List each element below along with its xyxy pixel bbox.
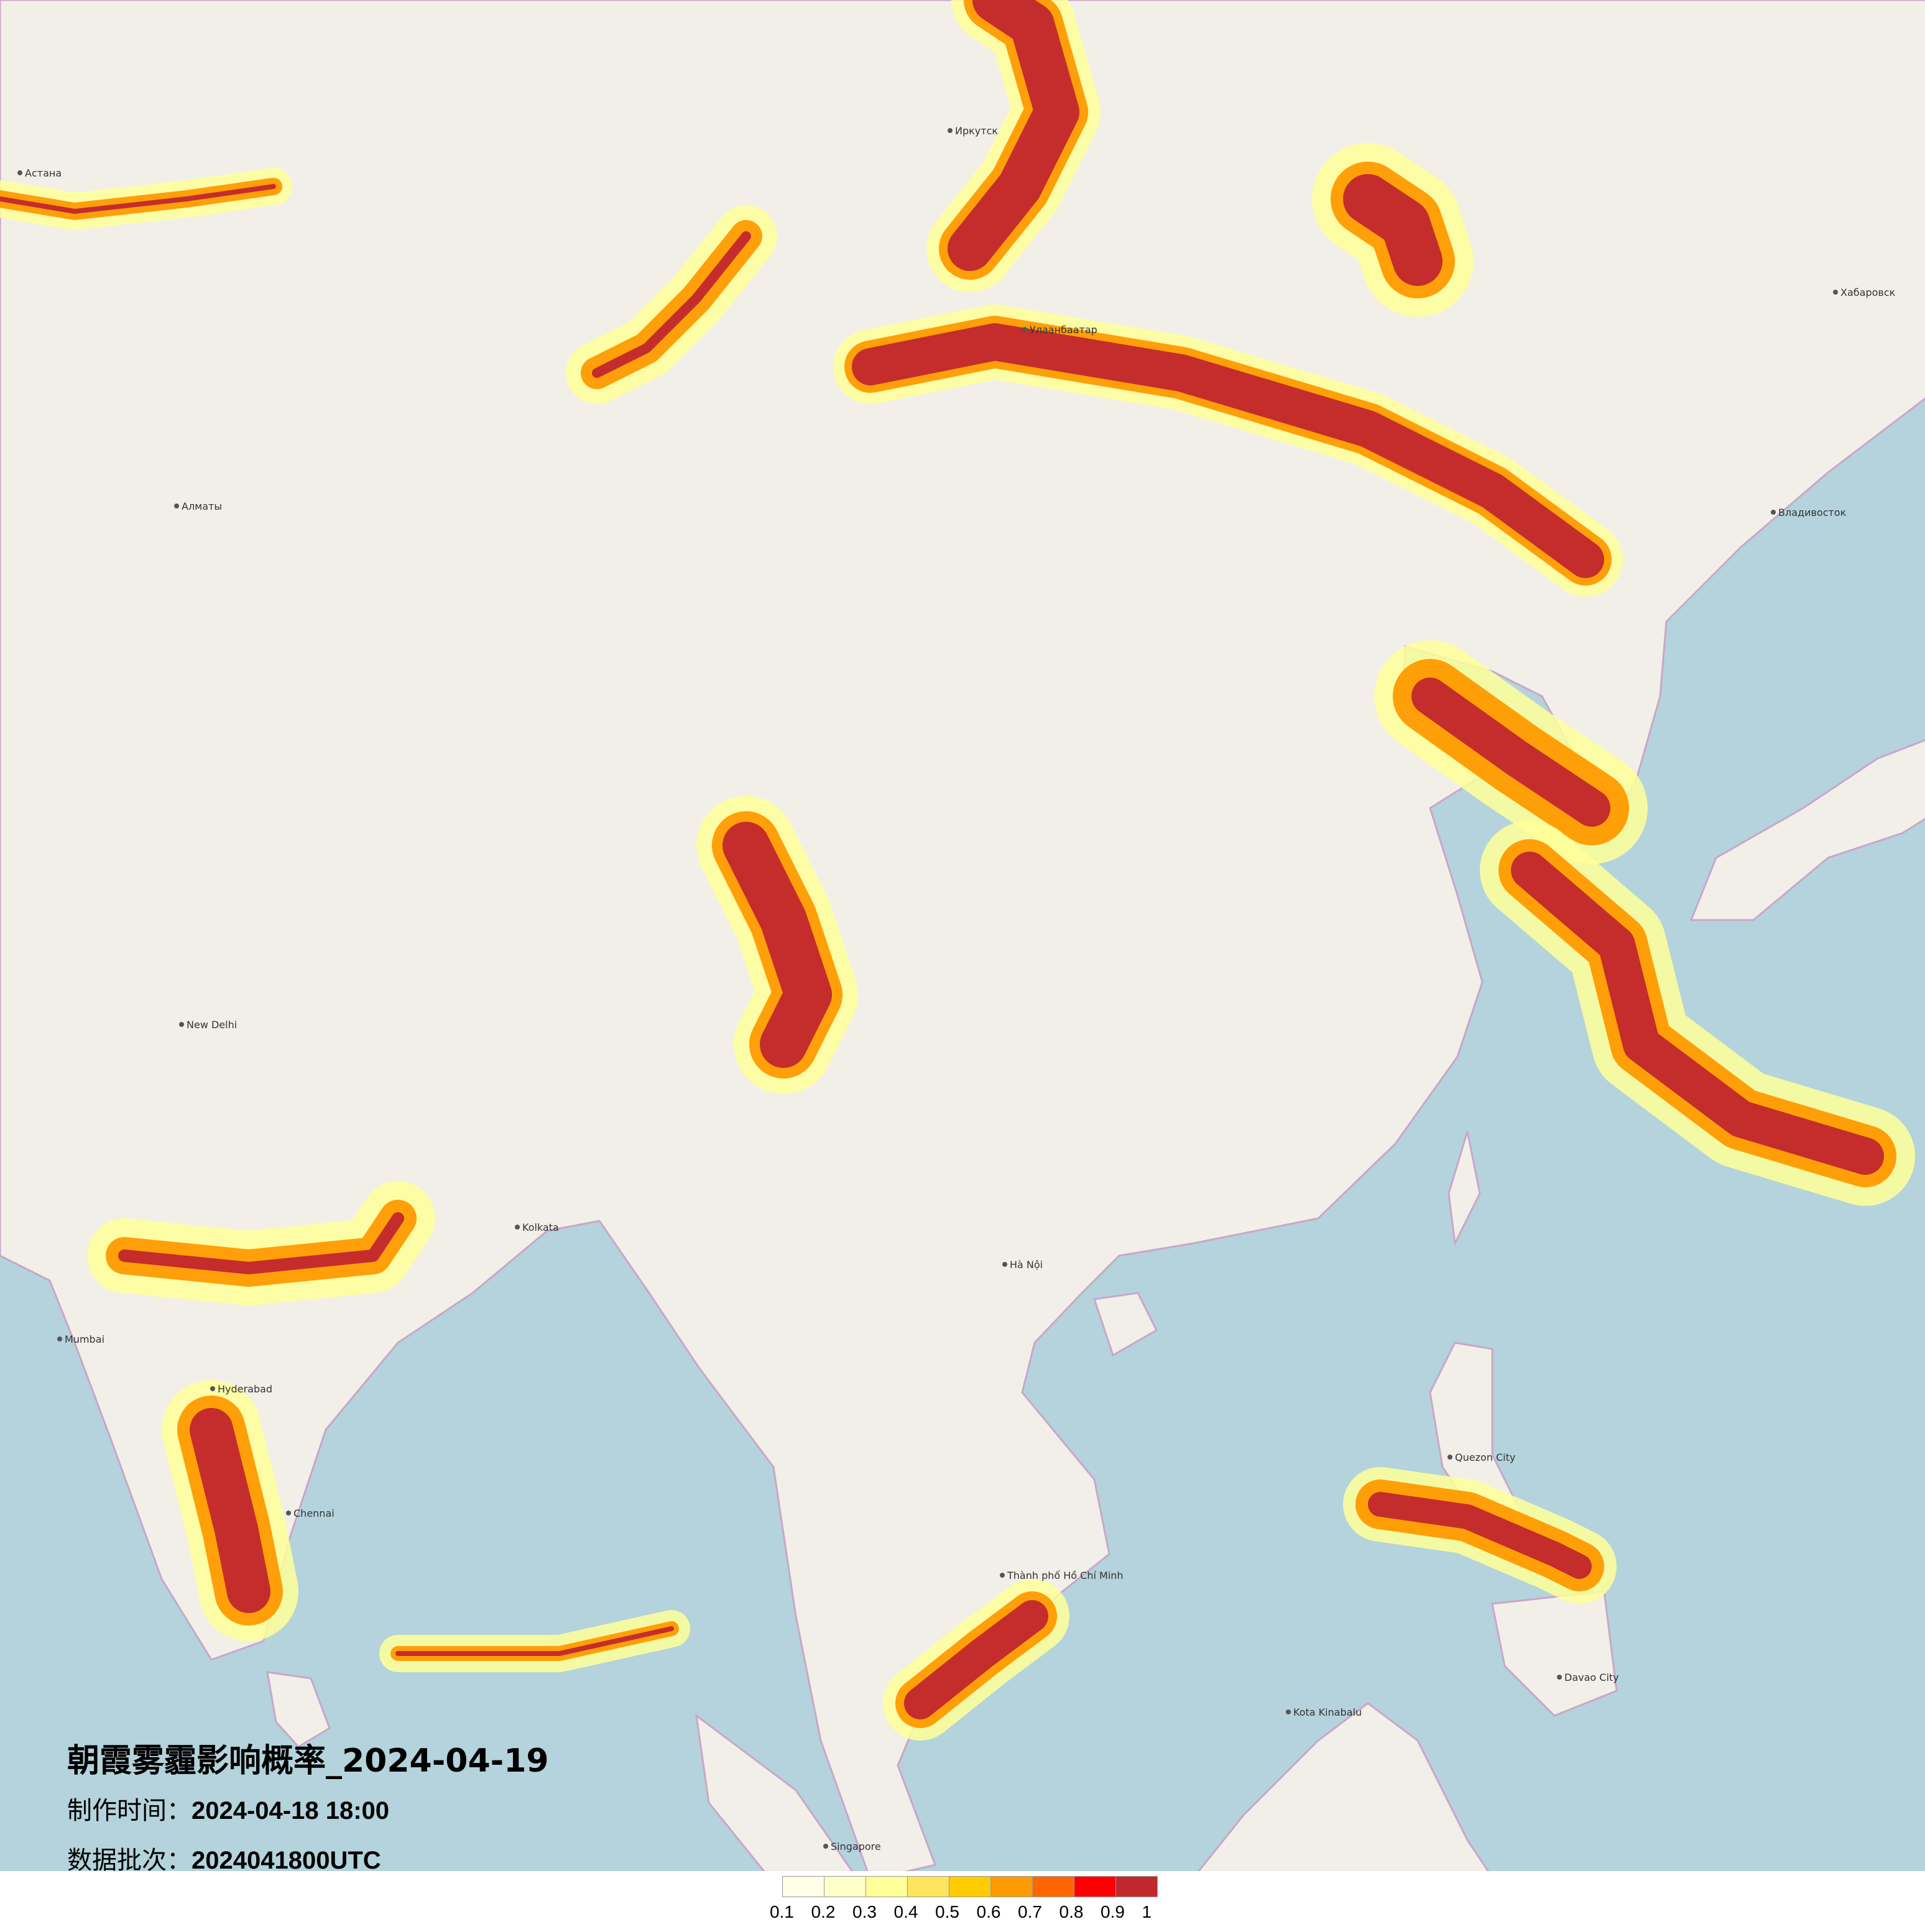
land-sri-lanka (266, 1671, 331, 1748)
area-level-2 (1411, 678, 1610, 827)
place-dot (1022, 327, 1027, 332)
place-label: Quezon City (1455, 1451, 1515, 1463)
legend-label: 0.9 (1101, 1902, 1125, 1921)
legend-label: 0.3 (852, 1902, 877, 1921)
area-level-2 (904, 1600, 1048, 1719)
data-batch: 数据批次：2024041800UTC (67, 1840, 381, 1876)
place-label: Kota Kinabalu (1293, 1706, 1362, 1718)
place-label: Алматы (182, 500, 222, 512)
place-label: Borneo (1244, 1870, 1279, 1871)
area-east-china-sea (1480, 821, 1915, 1206)
land-hainan (1093, 1292, 1158, 1357)
area-heilongjiang (1312, 143, 1474, 317)
area-level-2 (592, 231, 751, 378)
legend-swatch (1033, 1877, 1074, 1897)
production-time: 制作时间：2024-04-18 18:00 (67, 1790, 389, 1826)
legend-swatch (1116, 1877, 1157, 1897)
legend-label: 0.8 (1059, 1902, 1084, 1921)
place-label: Иркутск (955, 125, 998, 137)
place-label: Mumbai (65, 1333, 104, 1345)
area-level-2 (852, 323, 1604, 578)
legend-swatch (949, 1877, 991, 1897)
place-label: Kolkata (522, 1221, 559, 1233)
place-label: Улаанбаатар (1030, 324, 1097, 336)
place-dot (948, 128, 953, 133)
data-batch-value: 2024041800UTC (192, 1847, 381, 1874)
legend-label: 0.7 (1018, 1902, 1042, 1921)
place-dot (1557, 1675, 1562, 1680)
area-south-india (162, 1380, 298, 1641)
legend-label: 0.6 (976, 1902, 1001, 1921)
place-label: New Delhi (187, 1019, 237, 1031)
legend-swatch (824, 1877, 866, 1897)
place-dot (1833, 290, 1838, 295)
legend-label: 0.5 (935, 1902, 959, 1921)
legend-swatch (783, 1877, 824, 1897)
place-dot (1771, 510, 1776, 515)
production-time-label: 制作时间： (67, 1796, 192, 1825)
area-baikal-band (926, 0, 1101, 292)
area-andaman (379, 1610, 690, 1672)
legend-label: 0.1 (770, 1902, 794, 1921)
probability-areas (0, 0, 1915, 1741)
place-dot (210, 1386, 215, 1391)
area-yellow-sea (1374, 640, 1648, 864)
legend-label: 0.2 (811, 1902, 836, 1921)
area-kazakh (566, 205, 777, 404)
place-label: Астана (25, 167, 62, 179)
place-label: Davao City (1564, 1672, 1619, 1683)
place-label: Thành phố Hồ Chí Minh (1007, 1570, 1124, 1581)
legend-labels: 0.1 0.2 0.3 0.4 0.5 0.6 0.7 0.8 0.9 1 (770, 1902, 1168, 1927)
land-sumatra (695, 1713, 854, 1871)
place-label: Hà Nội (1010, 1259, 1043, 1271)
area-level-2 (0, 184, 276, 214)
area-central-india (87, 1181, 435, 1305)
area-level-2 (395, 1626, 674, 1656)
map-title: 朝霞雾霾影响概率_2024-04-19 (67, 1742, 549, 1780)
land-japan (1689, 739, 1925, 921)
probability-map: Улаанбаатар Иркутск Алматы New Delhi Mumbai K… (0, 0, 1925, 1871)
place-dot (1447, 1455, 1452, 1460)
area-mongolia-band (833, 305, 1623, 597)
area-west-edge (0, 168, 292, 230)
color-legend (782, 1876, 1158, 1897)
area-level-2 (948, 0, 1079, 271)
area-level-2 (1511, 852, 1884, 1175)
place-dot (1002, 1262, 1007, 1267)
legend-label: 1 (1142, 1902, 1152, 1921)
land-borneo (1198, 1702, 1490, 1871)
place-label: Singapore (831, 1841, 881, 1852)
place-dot (1000, 1573, 1005, 1578)
place-dot (57, 1336, 62, 1341)
data-batch-label: 数据批次： (67, 1846, 192, 1875)
legend-swatch (908, 1877, 949, 1897)
place-dot (174, 504, 179, 508)
area-level-2 (722, 822, 832, 1068)
legend-swatch (866, 1877, 908, 1897)
place-label: Chennai (293, 1507, 335, 1519)
place-dot (179, 1022, 184, 1027)
legend-swatch (1074, 1877, 1116, 1897)
place-dot (286, 1511, 291, 1516)
area-level-2 (1368, 1492, 1592, 1579)
place-label: Владивосток (1778, 507, 1847, 518)
production-time-value: 2024-04-18 18:00 (192, 1797, 390, 1824)
legend-label: 0.4 (893, 1902, 918, 1921)
place-labels: Улаанбаатар Иркутск Алматы New Delhi Mumbai K… (17, 125, 1896, 1871)
area-qinghai (696, 796, 858, 1094)
area-level-2 (190, 1408, 270, 1613)
place-dot (1286, 1709, 1291, 1714)
area-gulf-thailand (883, 1579, 1069, 1741)
place-dot (515, 1225, 520, 1230)
area-philippines (1343, 1467, 1617, 1604)
place-dot (823, 1844, 828, 1849)
place-dot (17, 170, 22, 175)
area-level-2 (118, 1212, 404, 1274)
area-level-2 (1343, 174, 1443, 286)
legend-swatch (991, 1877, 1033, 1897)
place-label: Хабаровск (1840, 287, 1896, 298)
place-label: Hyderabad (218, 1383, 272, 1395)
land-taiwan (1447, 1131, 1481, 1247)
